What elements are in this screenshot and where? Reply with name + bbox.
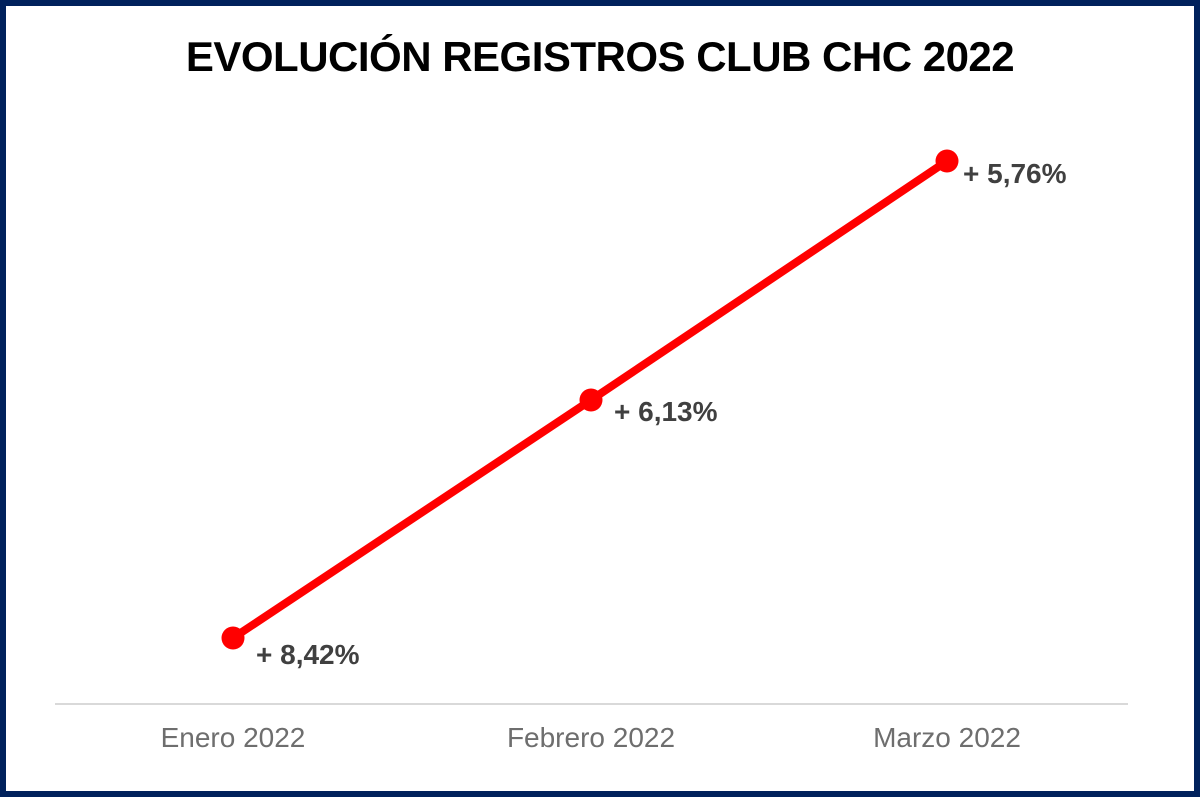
x-axis-label-marzo: Marzo 2022 [873,722,1021,753]
x-axis-label-enero: Enero 2022 [161,722,306,753]
data-label-enero: + 8,42% [256,639,360,670]
data-point-marker-marzo [935,149,959,173]
x-axis-label-febrero: Febrero 2022 [507,722,675,753]
data-label-marzo: + 5,76% [963,158,1067,189]
data-label-febrero: + 6,13% [614,396,718,427]
data-point-marker-febrero [579,388,603,412]
data-point-marker-enero [221,626,245,650]
chart-title: EVOLUCIÓN REGISTROS CLUB CHC 2022 [185,33,1015,80]
